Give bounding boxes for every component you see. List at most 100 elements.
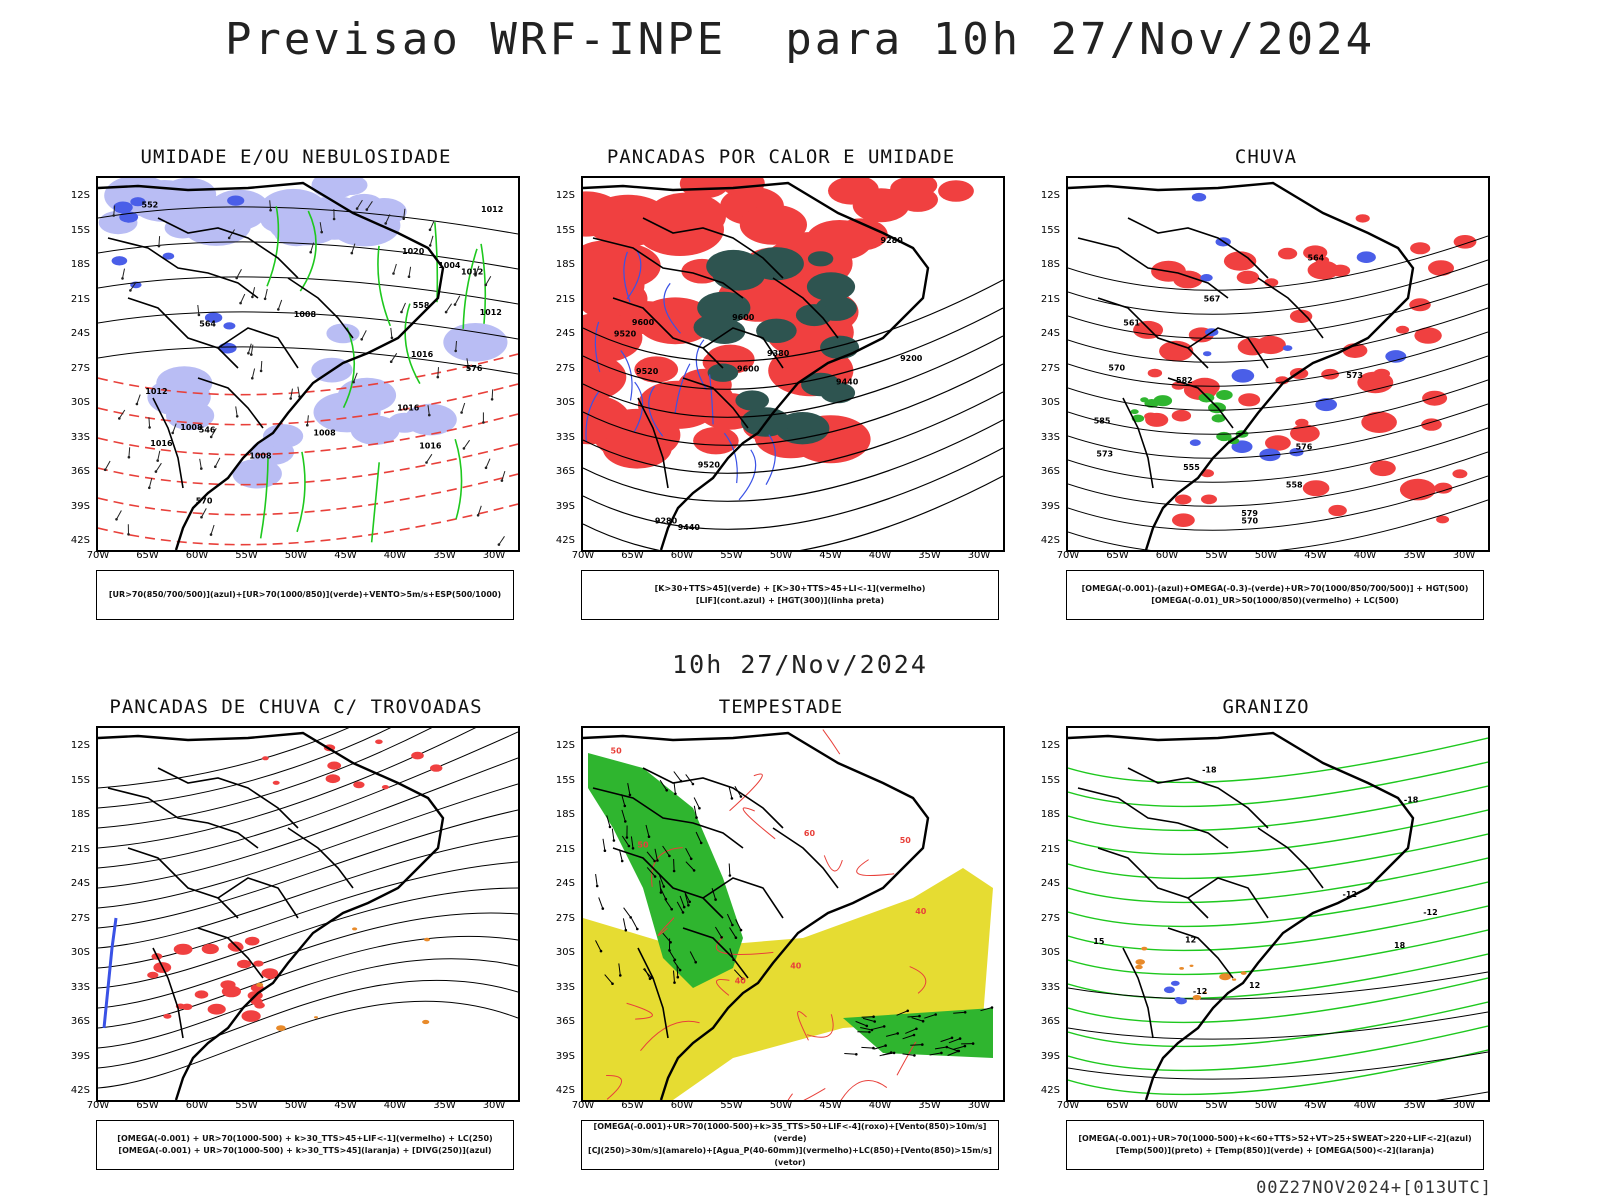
wind-vector-head: [247, 351, 250, 355]
wind-vector: [735, 919, 742, 931]
humidity-core-fill: [111, 256, 128, 266]
state-border: [1077, 787, 1229, 849]
storm-red-fill: [583, 191, 624, 237]
hgt300-contour: [583, 419, 1003, 502]
lif-contour: [633, 381, 644, 433]
lon-tick-label: 30W: [482, 1100, 506, 1111]
wind-vector-head: [332, 217, 336, 221]
wind-vector-head: [263, 297, 267, 301]
legend-line: [OMEGA(-0.001)+UR>70(1000-500)+k<60+TTS>…: [1078, 1134, 1472, 1143]
wind-vector: [475, 265, 480, 276]
wind-vector: [408, 266, 412, 277]
wind-vector: [426, 453, 433, 463]
wind-vector: [659, 875, 665, 887]
wind-vector: [247, 343, 252, 354]
state-border: [157, 217, 299, 279]
wind-vector: [664, 898, 673, 910]
wind-vector-head: [950, 1036, 954, 1040]
pressure-contour: [98, 206, 518, 235]
streamline-850: [823, 855, 843, 872]
rain-red-fill: [1289, 309, 1313, 323]
temp850-contour: [1068, 809, 1488, 856]
wind-vector: [501, 470, 506, 481]
hgt300-contour: [583, 279, 1003, 362]
wind-vector: [733, 969, 743, 979]
thunder-red-fill: [262, 756, 269, 761]
coastline: [1068, 731, 1415, 1100]
wind-vector-head: [664, 897, 668, 901]
thunder-red-fill: [272, 780, 280, 785]
lon-tick-label: 60W: [1155, 550, 1179, 561]
lif-contour: [663, 282, 681, 334]
state-border: [1097, 847, 1209, 919]
wind-vector: [136, 394, 141, 405]
thunder-red-fill: [353, 781, 365, 789]
lon-tick-label: 30W: [1452, 1100, 1476, 1111]
hgt500-contour: [1068, 283, 1488, 339]
contour-label: 9600: [632, 318, 655, 327]
lat-tick-label: 30S: [1040, 947, 1060, 958]
main-title: Previsao WRF-INPE para 10h 27/Nov/2024: [224, 14, 1376, 65]
lon-tick-label: 30W: [1452, 550, 1476, 561]
rain-red-fill: [1434, 482, 1453, 494]
wind-vector-head: [251, 376, 254, 380]
wind-vector-head: [400, 310, 403, 314]
streamline: [98, 958, 518, 1049]
wind-vector-head: [882, 1025, 886, 1028]
contour-label: 567: [1204, 295, 1221, 304]
wind-vector-head: [734, 936, 738, 939]
wind-vector-head: [389, 360, 393, 363]
contour-label: 9520: [636, 367, 659, 376]
low-level-humidity-contour: [370, 462, 380, 543]
thunder-orange-fill: [424, 937, 430, 942]
rain-red-fill: [1264, 278, 1279, 287]
lat-tick-label: 39S: [1040, 500, 1060, 512]
wind-vector-head: [350, 251, 354, 255]
low-level-humidity-contour: [462, 248, 478, 329]
lat-tick-label: 24S: [555, 328, 575, 339]
lat-tick-label: 24S: [70, 878, 90, 889]
wind-vector-head: [112, 214, 115, 217]
wind-vector-head: [209, 435, 213, 439]
wind-vector-head: [668, 854, 671, 858]
lat-tick-label: 36S: [1040, 1016, 1060, 1027]
lon-tick-label: 55W: [1205, 550, 1228, 561]
wind-vector: [401, 302, 406, 313]
wind-vector: [679, 895, 685, 908]
rain-red-fill: [1159, 340, 1194, 362]
wind-vector-head: [623, 804, 627, 808]
rain-blue-fill: [1356, 251, 1376, 263]
wind-vector-head: [384, 222, 388, 225]
state-border: [772, 827, 839, 889]
contour-label: 564: [1308, 254, 1325, 263]
wind-vector-head: [352, 380, 355, 384]
storm-red-fill: [852, 188, 910, 223]
wind-vector-head: [200, 515, 203, 519]
wind-vector-head: [619, 974, 622, 977]
contour-label: 570: [196, 497, 213, 506]
hail-blue-fill: [1170, 980, 1180, 986]
humidity-core-fill: [130, 197, 146, 207]
contour-label: 15: [1093, 937, 1105, 946]
hgt500-contour: [1068, 427, 1488, 483]
wind-vector: [463, 439, 471, 449]
wind-vector-head: [673, 981, 676, 984]
lat-tick-label: 30S: [555, 397, 575, 408]
thunder-red-fill: [261, 968, 279, 979]
state-border: [612, 847, 724, 919]
streamline: [98, 728, 350, 789]
wind-vector-head: [289, 397, 292, 400]
wind-vector: [980, 1007, 993, 1012]
lon-tick-label: 50W: [284, 550, 308, 561]
humidity-fill: [267, 199, 345, 246]
wind-vector-head: [688, 900, 691, 904]
lon-tick-label: 45W: [334, 1100, 357, 1111]
map-canvas: 9600 9520 9600 9520 9440 9520 9440 9380 9280 9280…: [583, 178, 1003, 550]
streamline: [98, 979, 518, 1069]
panel-title: TEMPESTADE: [718, 696, 844, 718]
coastline: [1068, 181, 1415, 550]
streamline-850: [806, 1014, 834, 1038]
state-border: [592, 237, 744, 299]
wind-vector-head: [127, 455, 131, 459]
rain-red-fill: [1236, 270, 1260, 284]
